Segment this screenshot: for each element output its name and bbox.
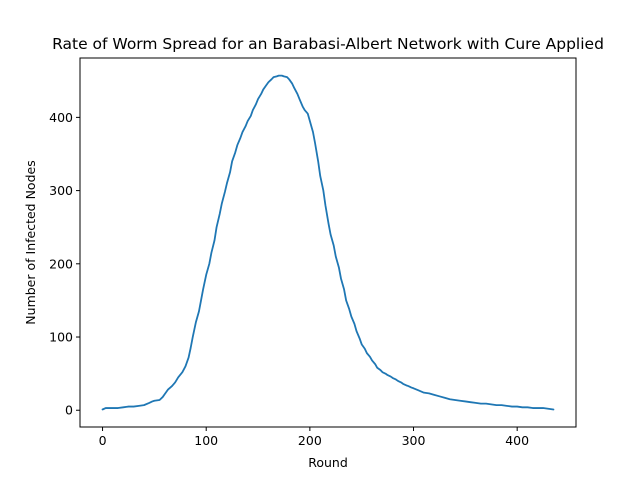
axes-frame: [79, 57, 577, 428]
y-tick-label: 0: [65, 403, 73, 418]
y-tick-label: 300: [49, 183, 73, 198]
x-tick-label: 400: [505, 433, 529, 448]
x-axis: 0 100 200 300 400: [99, 427, 529, 448]
y-tick-label: 400: [49, 110, 73, 125]
x-tick-label: 0: [99, 433, 107, 448]
x-tick-label: 100: [194, 433, 218, 448]
y-tick-label: 200: [49, 256, 73, 271]
plot-area: [101, 74, 555, 411]
series-line-0: [101, 74, 555, 411]
y-axis-label: Number of Infected Nodes: [23, 160, 38, 324]
y-axis: 0 100 200 300 400: [49, 110, 80, 418]
x-tick-label: 200: [298, 433, 322, 448]
chart-title: Rate of Worm Spread for an Barabasi-Albe…: [52, 35, 604, 53]
x-tick-label: 300: [402, 433, 426, 448]
x-axis-label: Round: [308, 455, 348, 470]
y-tick-label: 100: [49, 330, 73, 345]
